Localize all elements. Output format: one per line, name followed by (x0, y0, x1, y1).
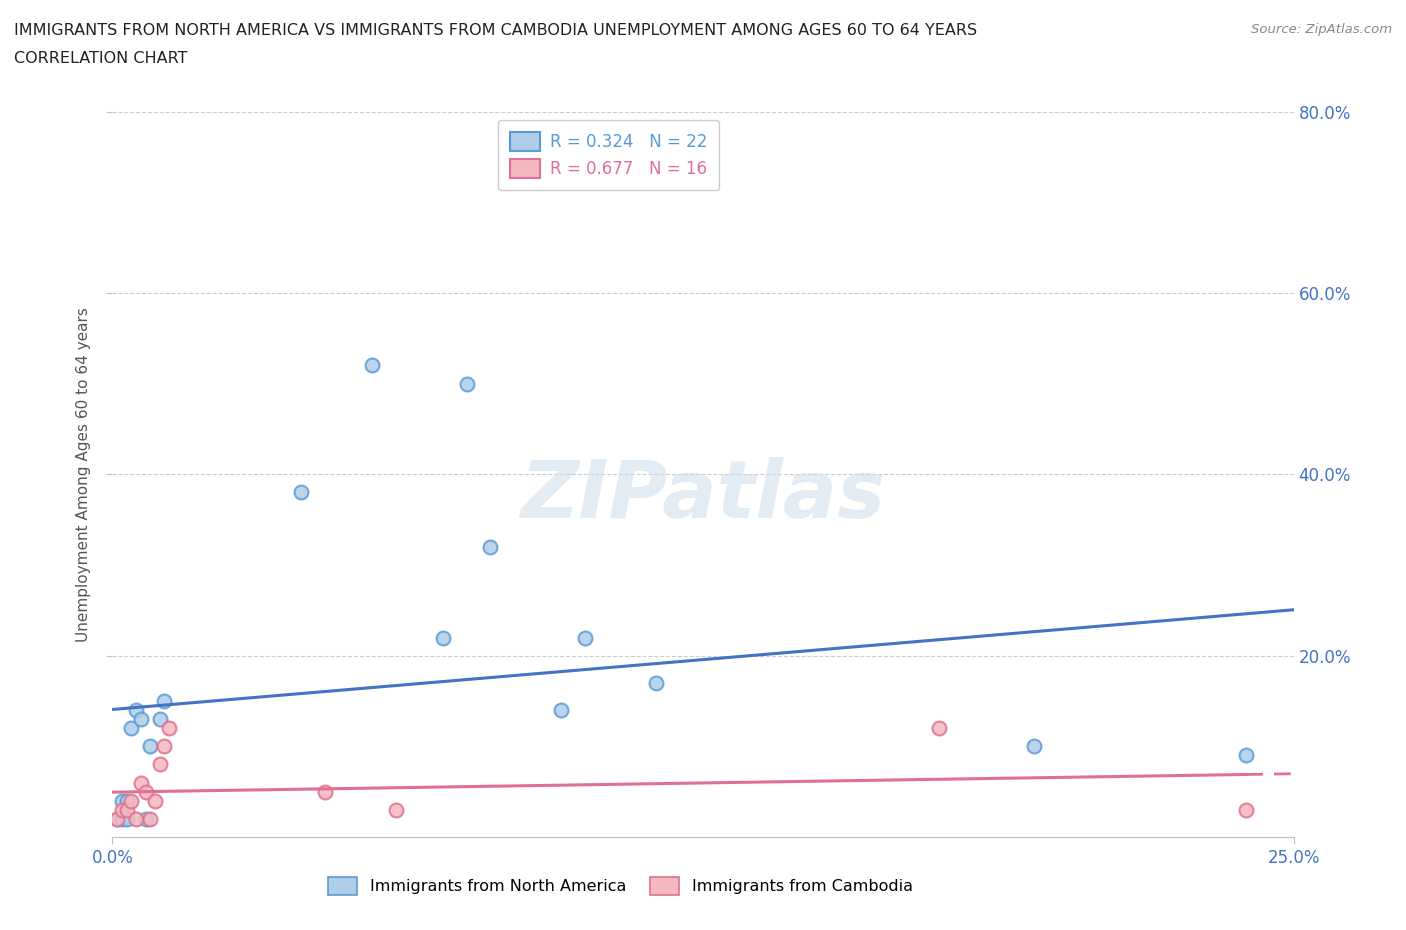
Point (1234, 748, 1257, 763)
Point (129, 711, 152, 726)
Text: ZIPatlas: ZIPatlas (520, 457, 886, 535)
Point (111, 803, 134, 817)
Point (149, 711, 172, 726)
Point (314, 784, 336, 799)
Point (129, 776, 152, 790)
Point (456, 377, 478, 392)
Point (120, 721, 142, 736)
Point (1234, 803, 1257, 817)
Point (574, 631, 596, 645)
Point (135, 784, 157, 799)
Point (125, 811, 148, 827)
Point (385, 803, 408, 817)
Point (550, 703, 572, 718)
Point (115, 811, 138, 827)
Point (1022, 738, 1045, 753)
Text: IMMIGRANTS FROM NORTH AMERICA VS IMMIGRANTS FROM CAMBODIA UNEMPLOYMENT AMONG AGE: IMMIGRANTS FROM NORTH AMERICA VS IMMIGRA… (14, 23, 977, 38)
Point (105, 811, 128, 827)
Y-axis label: Unemployment Among Ages 60 to 64 years: Unemployment Among Ages 60 to 64 years (76, 307, 91, 642)
Legend: Immigrants from North America, Immigrants from Cambodia: Immigrants from North America, Immigrant… (322, 870, 920, 901)
Point (928, 721, 950, 736)
Point (361, 358, 384, 373)
Point (290, 485, 312, 500)
Point (139, 811, 162, 827)
Point (143, 793, 166, 808)
Point (125, 703, 148, 718)
Text: CORRELATION CHART: CORRELATION CHART (14, 51, 187, 66)
Point (120, 793, 142, 808)
Point (139, 738, 162, 753)
Point (432, 631, 454, 645)
Point (115, 803, 138, 817)
Point (479, 539, 502, 554)
Point (135, 811, 157, 827)
Point (149, 757, 172, 772)
Point (153, 694, 176, 709)
Point (115, 793, 138, 808)
Point (644, 675, 666, 690)
Point (153, 738, 176, 753)
Point (157, 721, 180, 736)
Point (105, 811, 128, 827)
Point (111, 793, 134, 808)
Point (111, 811, 134, 827)
Text: Source: ZipAtlas.com: Source: ZipAtlas.com (1251, 23, 1392, 36)
